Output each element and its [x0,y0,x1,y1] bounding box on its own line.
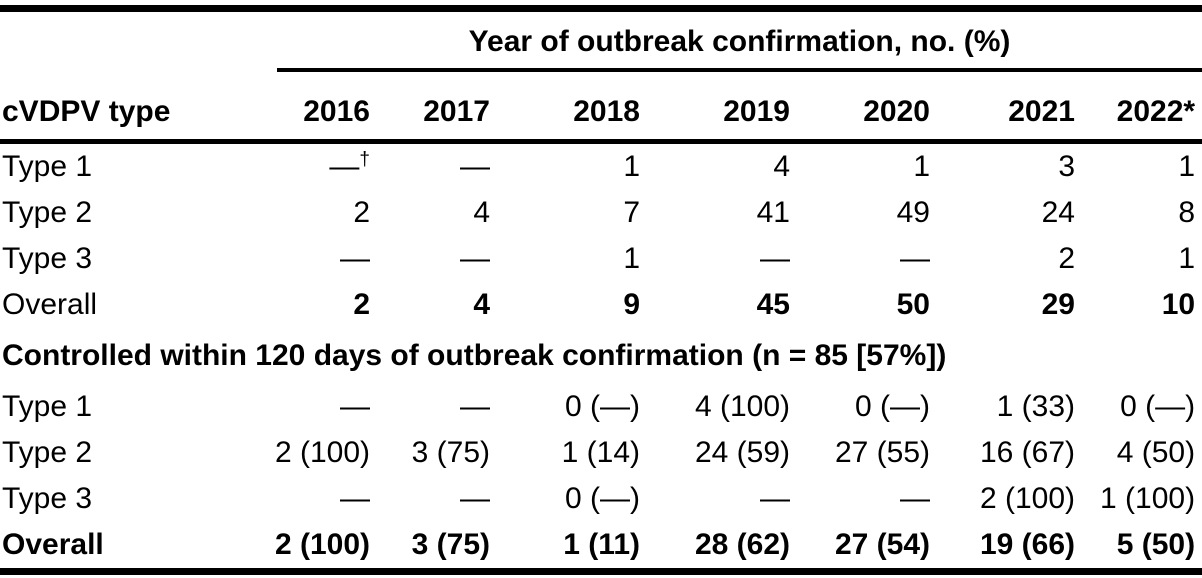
top-rule [0,5,1202,12]
table-cell: 0 (—) [565,390,640,423]
table-cell: 0 (—) [1120,390,1196,423]
outbreaks-row-type2: Type 2 2 4 7 41 49 24 8 [0,190,1202,236]
table-cell: 49 [896,196,930,229]
row-label: Overall [2,288,98,321]
table-cell: 5 (50) [1116,528,1196,561]
col-header-2022: 2022* [1075,72,1202,144]
col-header-2016: 2016 [252,72,370,144]
row-label: Overall [2,528,104,561]
controlled-row-type3: Type 3 — — 0 (—) — — 2 (100) 1 (100) [0,476,1202,522]
table-cell: 1 (14) [561,436,640,469]
spanner-blank-cell [0,12,252,72]
table-cell: — [900,242,930,275]
table-cell: — [460,482,490,515]
row-label: Type 1 [2,150,93,183]
spanner-header-row: Year of outbreak confirmation, no. (%) [0,12,1202,72]
table-cell: 1 (33) [996,390,1075,423]
table-cell: — [900,482,930,515]
table-cell: 2 [353,288,370,321]
row-label: Type 3 [2,242,93,275]
table-cell: 2 [353,196,370,229]
table-cell: 4 (100) [694,390,790,423]
table-cell: 0 (—) [565,482,640,515]
col-header-2021: 2021 [930,72,1075,144]
table-cell: 2 (100) [274,528,370,561]
table-cell: 3 (75) [411,436,490,469]
table-cell: 10 [1161,288,1196,321]
controlled-row-type1: Type 1 — — 0 (—) 4 (100) 0 (—) 1 (33) 0 … [0,384,1202,430]
controlled-row-type2: Type 2 2 (100) 3 (75) 1 (14) 24 (59) 27 … [0,430,1202,476]
table-cell: 4 [773,150,790,183]
dagger-footnote-marker: † [359,149,370,170]
spanner-header-text: Year of outbreak confirmation, no. (%) [277,12,1202,72]
table-cell: 1 (11) [563,528,640,561]
table-cell: 2 (100) [979,482,1075,515]
table-cell: — [340,482,370,515]
table-cell: 2 [1058,242,1075,275]
table-cell: 24 [1041,196,1075,229]
col-header-2017: 2017 [370,72,490,144]
table-cell: 7 [623,196,640,229]
table-cell: 19 (66) [979,528,1075,561]
table-cell: — [460,390,490,423]
controlled-section-header: Controlled within 120 days of outbreak c… [2,339,947,372]
table-cell: 1 [1178,242,1196,275]
table-cell: 1 [623,150,640,183]
table-cell: — [460,150,490,183]
table-cell: 9 [623,288,640,321]
table-cell: 41 [756,196,790,229]
table-cell: 4 [473,196,490,229]
row-label: Type 1 [2,390,93,423]
table-cell: 4 (50) [1116,436,1196,469]
table-cell: 16 (67) [979,436,1075,469]
table-cell: — [340,390,370,423]
controlled-section-header-row: Controlled within 120 days of outbreak c… [0,328,1202,384]
table-cell: 1 [1178,150,1196,183]
table-cell: 29 [1041,288,1075,321]
table-cell: 3 (75) [411,528,490,561]
table-cell: — [760,242,790,275]
outbreaks-row-overall: Overall 2 4 9 45 50 29 10 [0,282,1202,328]
table-cell: — [460,242,490,275]
table-cell: 24 (59) [694,436,790,469]
table-cell: 27 (54) [834,528,930,561]
col-header-cvdpv-type: cVDPV type [0,72,252,144]
table-cell: 1 [913,150,930,183]
table-cell: 2 (100) [274,436,370,469]
row-label: Type 2 [2,436,93,469]
table-cell: — [340,242,370,275]
table-cell: 0 (—) [855,390,930,423]
col-header-2018: 2018 [490,72,640,144]
table-cell: 1 (100) [1100,482,1196,515]
table-cell: 27 (55) [834,436,930,469]
row-label: Type 2 [2,196,93,229]
table-cell: 45 [756,288,790,321]
spanner-header-cell: Year of outbreak confirmation, no. (%) [252,12,1202,72]
outbreaks-row-type1: Type 1 —† — 1 4 1 3 1 [0,142,1202,191]
col-header-2019: 2019 [640,72,790,144]
dash-value: — [329,150,360,183]
controlled-row-overall: Overall 2 (100) 3 (75) 1 (11) 28 (62) 27… [0,522,1202,568]
table-cell: —† [252,142,370,191]
table-cell: 28 (62) [694,528,790,561]
col-header-2020: 2020 [790,72,930,144]
table-cell: 4 [473,288,490,321]
table-cell: — [760,482,790,515]
cvdpv-outbreaks-table: Year of outbreak confirmation, no. (%) c… [0,12,1202,568]
bottom-rule [0,568,1202,575]
table-cell: 50 [896,288,930,321]
table-cell: 3 [1058,150,1075,183]
row-label: Type 3 [2,482,93,515]
column-header-row: cVDPV type 2016 2017 2018 2019 2020 2021… [0,72,1202,144]
table-cell: 8 [1178,196,1196,229]
outbreaks-row-type3: Type 3 — — 1 — — 2 1 [0,236,1202,282]
table-cell: 1 [623,242,640,275]
